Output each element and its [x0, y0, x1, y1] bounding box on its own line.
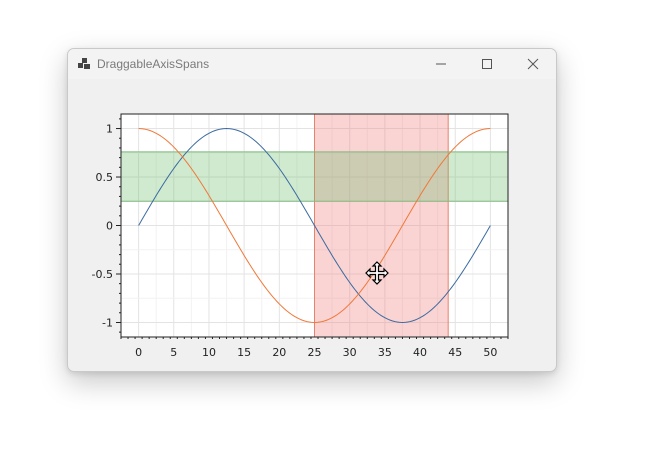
- x-tick-label: 25: [308, 346, 322, 359]
- y-tick-label: 0.5: [96, 171, 114, 184]
- x-tick-label: 30: [343, 346, 357, 359]
- vertical-axis-span[interactable]: [314, 114, 449, 337]
- x-tick-label: 40: [413, 346, 427, 359]
- window-title: DraggableAxisSpans: [97, 57, 210, 71]
- x-tick-label: 10: [202, 346, 216, 359]
- app-window-icon: [78, 58, 90, 69]
- y-tick-label: 0: [106, 220, 113, 233]
- y-tick-label: -0.5: [92, 268, 113, 281]
- minimize-button[interactable]: [418, 49, 464, 79]
- horizontal-axis-span[interactable]: [121, 151, 508, 202]
- close-button[interactable]: [510, 49, 556, 79]
- x-tick-label: 45: [448, 346, 462, 359]
- maximize-icon: [482, 59, 492, 69]
- y-tick-label: -1: [102, 316, 113, 329]
- close-icon: [527, 58, 539, 70]
- x-tick-label: 5: [170, 346, 177, 359]
- x-tick-label: 35: [378, 346, 392, 359]
- cos-series-line: [138, 128, 491, 323]
- move-cursor-icon: [365, 261, 389, 285]
- plot-chart[interactable]: 0 5 10 15 20 25 30 35 40 45 50 1 0.5 0 -0.5 -1: [68, 49, 556, 371]
- x-tick-label: 0: [135, 346, 142, 359]
- x-tick-label: 20: [272, 346, 286, 359]
- maximize-button[interactable]: [464, 49, 510, 79]
- title-bar[interactable]: DraggableAxisSpans: [68, 49, 556, 79]
- x-tick-label: 15: [237, 346, 251, 359]
- y-tick-label: 1: [106, 123, 113, 136]
- sin-series-line: [138, 128, 491, 323]
- move-cursor-shape: [365, 261, 389, 285]
- app-window: DraggableAxisSpans 0 5 10 15 20 25 30 35 40 45 50 1…: [67, 48, 557, 372]
- x-tick-label: 50: [483, 346, 497, 359]
- minimize-icon: [436, 63, 446, 65]
